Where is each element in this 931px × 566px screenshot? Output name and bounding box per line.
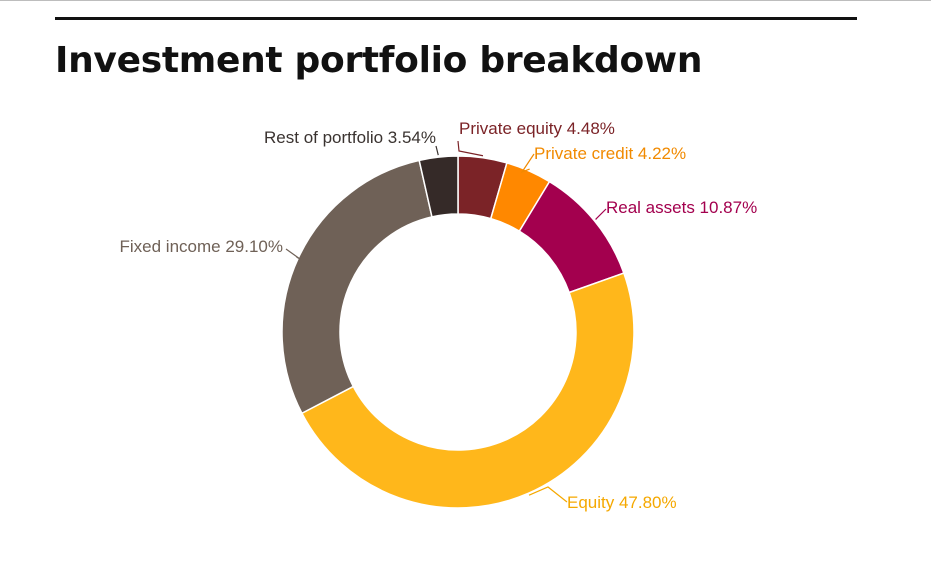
label-private-equity: Private equity 4.48% — [459, 119, 615, 138]
leader-private-credit — [520, 153, 535, 174]
label-fixed-income: Fixed income 29.10% — [120, 237, 283, 256]
labels-group: Private equity 4.48% Private credit 4.22%… — [120, 119, 758, 512]
slice-rest-of-portfolio[interactable] — [418, 155, 459, 218]
slice-equity[interactable] — [300, 272, 635, 509]
leader-equity — [528, 486, 568, 503]
slices-group — [281, 155, 635, 509]
leader-real-assets — [595, 208, 607, 220]
leader-fixed-income — [285, 248, 301, 260]
slice-fixed-income[interactable] — [281, 159, 433, 415]
title-rule — [55, 17, 857, 20]
leader-private-equity — [457, 140, 484, 157]
label-real-assets: Real assets 10.87% — [606, 198, 757, 217]
leader-lines-group — [285, 140, 607, 503]
top-border — [0, 0, 931, 1]
leader-rest-of-portfolio — [435, 145, 439, 156]
label-rest-of-portfolio: Rest of portfolio 3.54% — [264, 128, 436, 147]
chart-title: Investment portfolio breakdown — [55, 40, 703, 81]
label-private-credit: Private credit 4.22% — [534, 144, 686, 163]
label-equity: Equity 47.80% — [567, 493, 677, 512]
